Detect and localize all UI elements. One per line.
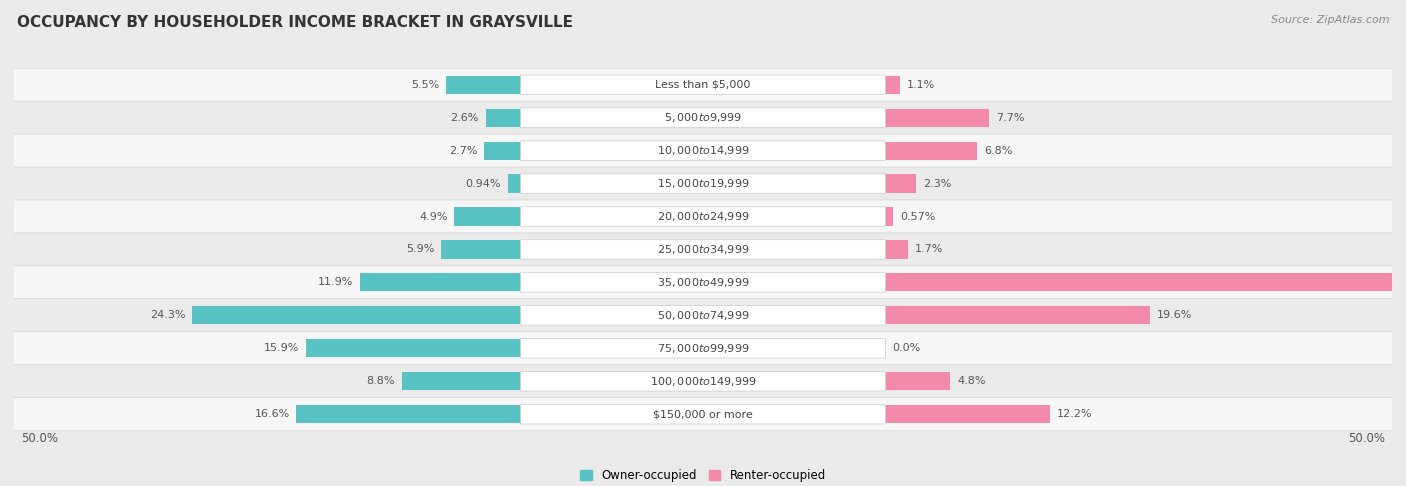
FancyBboxPatch shape bbox=[0, 299, 1406, 332]
FancyBboxPatch shape bbox=[520, 273, 886, 292]
Text: 0.0%: 0.0% bbox=[893, 343, 921, 353]
FancyBboxPatch shape bbox=[520, 339, 886, 358]
FancyBboxPatch shape bbox=[520, 141, 886, 160]
Text: $150,000 or more: $150,000 or more bbox=[654, 409, 752, 419]
FancyBboxPatch shape bbox=[0, 134, 1406, 167]
Text: 2.3%: 2.3% bbox=[924, 178, 952, 189]
Bar bbox=[886, 372, 950, 390]
Bar bbox=[485, 108, 520, 127]
Text: 2.6%: 2.6% bbox=[450, 113, 479, 122]
Bar bbox=[886, 208, 893, 226]
FancyBboxPatch shape bbox=[520, 108, 886, 127]
FancyBboxPatch shape bbox=[520, 372, 886, 391]
Bar bbox=[886, 405, 1050, 423]
Text: 19.6%: 19.6% bbox=[1157, 311, 1192, 320]
Bar bbox=[446, 76, 520, 94]
Text: 4.8%: 4.8% bbox=[957, 376, 986, 386]
Bar bbox=[886, 108, 990, 127]
Text: 5.5%: 5.5% bbox=[412, 80, 440, 90]
FancyBboxPatch shape bbox=[0, 266, 1406, 299]
Text: 15.9%: 15.9% bbox=[264, 343, 299, 353]
Bar bbox=[454, 208, 520, 226]
Text: 0.57%: 0.57% bbox=[900, 211, 935, 222]
Text: 6.8%: 6.8% bbox=[984, 146, 1012, 156]
Bar bbox=[886, 306, 1150, 325]
FancyBboxPatch shape bbox=[0, 68, 1406, 101]
Bar bbox=[402, 372, 520, 390]
FancyBboxPatch shape bbox=[0, 398, 1406, 431]
Text: Source: ZipAtlas.com: Source: ZipAtlas.com bbox=[1271, 15, 1389, 25]
Text: 4.9%: 4.9% bbox=[419, 211, 447, 222]
Text: $75,000 to $99,999: $75,000 to $99,999 bbox=[657, 342, 749, 355]
Text: $25,000 to $34,999: $25,000 to $34,999 bbox=[657, 243, 749, 256]
FancyBboxPatch shape bbox=[520, 404, 886, 424]
Bar bbox=[886, 174, 917, 192]
FancyBboxPatch shape bbox=[520, 174, 886, 193]
FancyBboxPatch shape bbox=[0, 200, 1406, 233]
Text: 2.7%: 2.7% bbox=[449, 146, 478, 156]
Bar bbox=[307, 339, 520, 357]
Bar bbox=[484, 141, 520, 160]
Text: $100,000 to $149,999: $100,000 to $149,999 bbox=[650, 375, 756, 388]
FancyBboxPatch shape bbox=[0, 167, 1406, 200]
Text: 50.0%: 50.0% bbox=[1348, 433, 1385, 446]
Text: $20,000 to $24,999: $20,000 to $24,999 bbox=[657, 210, 749, 223]
FancyBboxPatch shape bbox=[520, 207, 886, 226]
Bar bbox=[441, 241, 520, 259]
FancyBboxPatch shape bbox=[520, 75, 886, 94]
Bar bbox=[508, 174, 520, 192]
Text: 24.3%: 24.3% bbox=[150, 311, 186, 320]
Bar bbox=[886, 141, 977, 160]
Bar bbox=[886, 76, 900, 94]
FancyBboxPatch shape bbox=[520, 240, 886, 259]
FancyBboxPatch shape bbox=[520, 306, 886, 325]
FancyBboxPatch shape bbox=[0, 332, 1406, 365]
Text: 1.1%: 1.1% bbox=[907, 80, 935, 90]
Text: OCCUPANCY BY HOUSEHOLDER INCOME BRACKET IN GRAYSVILLE: OCCUPANCY BY HOUSEHOLDER INCOME BRACKET … bbox=[17, 15, 572, 30]
Bar bbox=[886, 273, 1406, 292]
FancyBboxPatch shape bbox=[0, 365, 1406, 398]
Bar bbox=[360, 273, 520, 292]
Text: 5.9%: 5.9% bbox=[406, 244, 434, 255]
Bar bbox=[193, 306, 520, 325]
Bar bbox=[886, 241, 908, 259]
Text: $15,000 to $19,999: $15,000 to $19,999 bbox=[657, 177, 749, 190]
Text: $5,000 to $9,999: $5,000 to $9,999 bbox=[664, 111, 742, 124]
Text: 12.2%: 12.2% bbox=[1057, 409, 1092, 419]
Text: 8.8%: 8.8% bbox=[367, 376, 395, 386]
Text: $50,000 to $74,999: $50,000 to $74,999 bbox=[657, 309, 749, 322]
Text: 50.0%: 50.0% bbox=[21, 433, 58, 446]
Text: Less than $5,000: Less than $5,000 bbox=[655, 80, 751, 90]
FancyBboxPatch shape bbox=[0, 101, 1406, 134]
Text: 0.94%: 0.94% bbox=[465, 178, 501, 189]
Bar bbox=[297, 405, 520, 423]
FancyBboxPatch shape bbox=[0, 233, 1406, 266]
Text: 7.7%: 7.7% bbox=[995, 113, 1025, 122]
Text: 1.7%: 1.7% bbox=[915, 244, 943, 255]
Legend: Owner-occupied, Renter-occupied: Owner-occupied, Renter-occupied bbox=[579, 469, 827, 483]
Text: $10,000 to $14,999: $10,000 to $14,999 bbox=[657, 144, 749, 157]
Text: 16.6%: 16.6% bbox=[254, 409, 290, 419]
Text: $35,000 to $49,999: $35,000 to $49,999 bbox=[657, 276, 749, 289]
Text: 11.9%: 11.9% bbox=[318, 278, 353, 287]
